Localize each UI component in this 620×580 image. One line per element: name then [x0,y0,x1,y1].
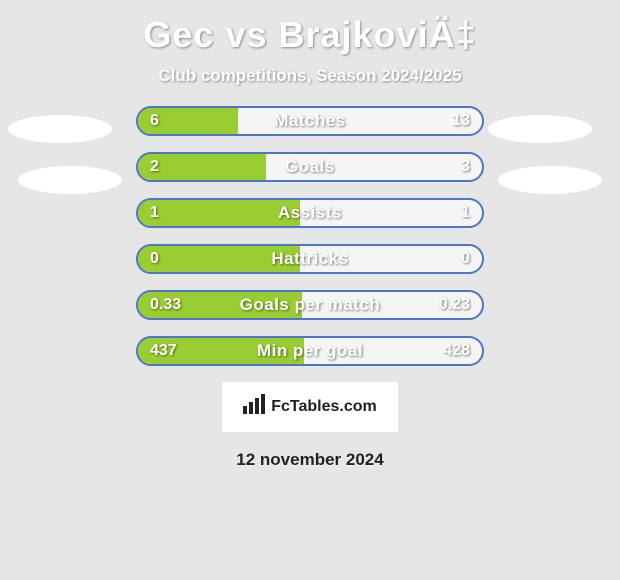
team-badge-right-2 [498,166,602,194]
stat-value-right: 13 [452,108,470,134]
stat-value-right: 0 [461,246,470,272]
team-badge-left-1 [8,115,112,143]
page-subtitle: Club competitions, Season 2024/2025 [0,66,620,86]
stat-row: 1 Assists 1 [136,198,484,228]
stat-label: Matches [138,108,482,134]
team-badge-left-2 [18,166,122,194]
brand-box: FcTables.com [222,382,398,432]
stat-row: 437 Min per goal 428 [136,336,484,366]
stat-label: Goals per match [138,292,482,318]
footer-date: 12 november 2024 [0,450,620,470]
bar-chart-icon [243,394,265,420]
stat-row: 6 Matches 13 [136,106,484,136]
stat-label: Hattricks [138,246,482,272]
stat-row: 0 Hattricks 0 [136,244,484,274]
brand-text: FcTables.com [271,398,377,416]
stat-label: Min per goal [138,338,482,364]
page-title: Gec vs BrajkoviÄ‡ [0,0,620,56]
stat-row: 2 Goals 3 [136,152,484,182]
team-badge-right-1 [488,115,592,143]
stat-value-right: 428 [443,338,470,364]
stat-value-right: 1 [461,200,470,226]
stat-value-right: 3 [461,154,470,180]
stat-label: Goals [138,154,482,180]
stats-area: 6 Matches 13 2 Goals 3 1 Assists 1 0 Hat… [0,106,620,366]
stat-row: 0.33 Goals per match 0.23 [136,290,484,320]
stat-value-right: 0.23 [439,292,470,318]
stat-label: Assists [138,200,482,226]
